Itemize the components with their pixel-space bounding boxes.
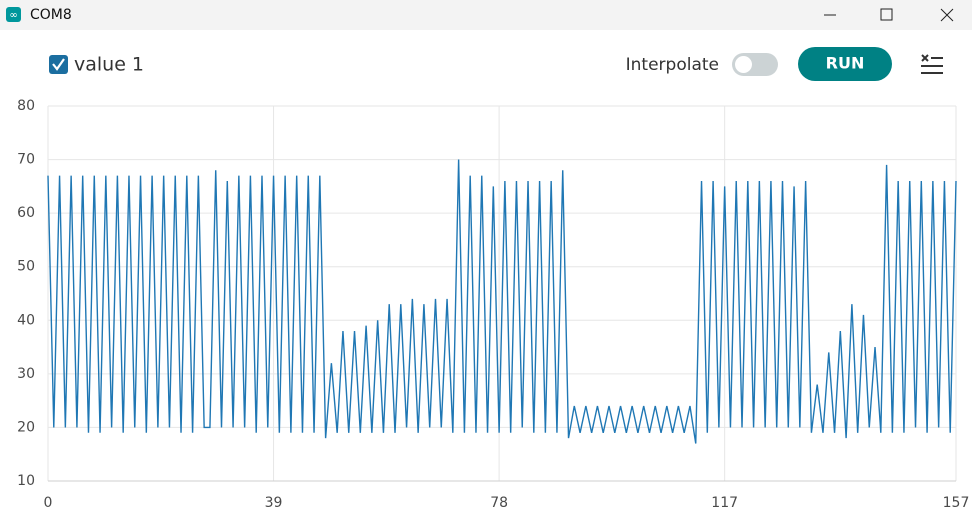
y-tick-label: 70 <box>17 152 35 168</box>
x-tick-label: 117 <box>711 495 738 511</box>
x-tick-label: 39 <box>265 495 283 511</box>
y-tick-label: 40 <box>17 312 35 328</box>
menu-icon[interactable] <box>921 54 943 74</box>
app-icon <box>6 7 21 22</box>
plot: 10 20 30 40 50 60 70 80 0 39 78 117 157 <box>17 98 969 511</box>
app-icon-glyph: ∞ <box>9 10 17 21</box>
run-label: RUN <box>826 54 865 73</box>
x-tick-label: 78 <box>490 495 508 511</box>
series-checkbox[interactable] <box>49 55 68 74</box>
checkmark <box>52 58 65 71</box>
x-tick-label: 0 <box>44 495 53 511</box>
title-bar <box>0 0 972 30</box>
y-tick-label: 10 <box>17 473 35 489</box>
y-tick-label: 30 <box>17 366 35 382</box>
window-title: COM8 <box>30 7 72 23</box>
menu-x <box>921 54 929 62</box>
y-tick-label: 20 <box>17 419 35 435</box>
close[interactable] <box>940 8 954 22</box>
y-tick-label: 60 <box>17 205 35 221</box>
y-tick-label: 80 <box>17 98 35 114</box>
interpolate-label: Interpolate <box>626 55 719 75</box>
legend-label: value 1 <box>74 54 144 76</box>
toggle-knob <box>735 56 752 73</box>
series-line <box>47 159 957 444</box>
x-tick-label: 157 <box>943 495 970 511</box>
maximize[interactable] <box>880 8 893 21</box>
y-tick-label: 50 <box>17 259 35 275</box>
run-button[interactable] <box>798 47 892 81</box>
